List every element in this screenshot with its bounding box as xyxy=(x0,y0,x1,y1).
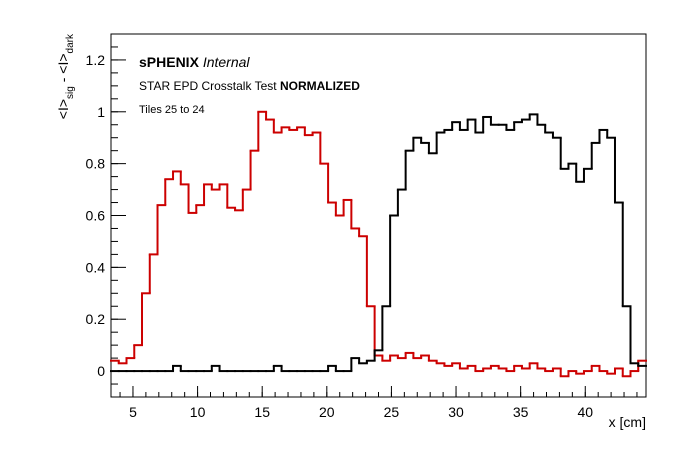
x-tick-label: 10 xyxy=(190,404,206,420)
x-tick-label: 15 xyxy=(254,404,270,420)
y-tick-label: 0.8 xyxy=(86,156,106,172)
status: Internal xyxy=(203,54,251,70)
x-axis-label: x [cm] xyxy=(609,414,646,430)
y-tick-label: 0.6 xyxy=(86,208,106,224)
y-label-sub: dark xyxy=(65,33,76,53)
y-label-part: <I> xyxy=(55,99,71,119)
experiment-label: sPHENIX Internal xyxy=(139,54,250,70)
y-tick-label: 0.4 xyxy=(86,259,106,275)
x-tick-label: 5 xyxy=(129,404,137,420)
tiles-label: Tiles 25 to 24 xyxy=(139,104,205,116)
x-tick-label: 40 xyxy=(577,404,593,420)
y-tick-label: 1.2 xyxy=(86,52,106,68)
x-tick-label: 20 xyxy=(319,404,335,420)
x-tick-label: 35 xyxy=(513,404,529,420)
y-axis-label: <I>sig - <I>dark xyxy=(55,33,76,119)
x-tick-label: 25 xyxy=(384,404,400,420)
test-label: STAR EPD Crosstalk Test NORMALIZED xyxy=(139,79,360,93)
y-label-part: - <I> xyxy=(55,53,71,86)
y-tick-label: 0 xyxy=(97,363,105,379)
experiment: sPHENIX xyxy=(139,54,200,70)
x-tick-label: 30 xyxy=(448,404,464,420)
y-label-sub: sig xyxy=(65,86,76,99)
y-tick-label: 1 xyxy=(97,104,105,120)
y-tick-label: 0.2 xyxy=(86,311,106,327)
test: STAR EPD Crosstalk Test xyxy=(139,79,277,93)
mode: NORMALIZED xyxy=(280,79,360,93)
